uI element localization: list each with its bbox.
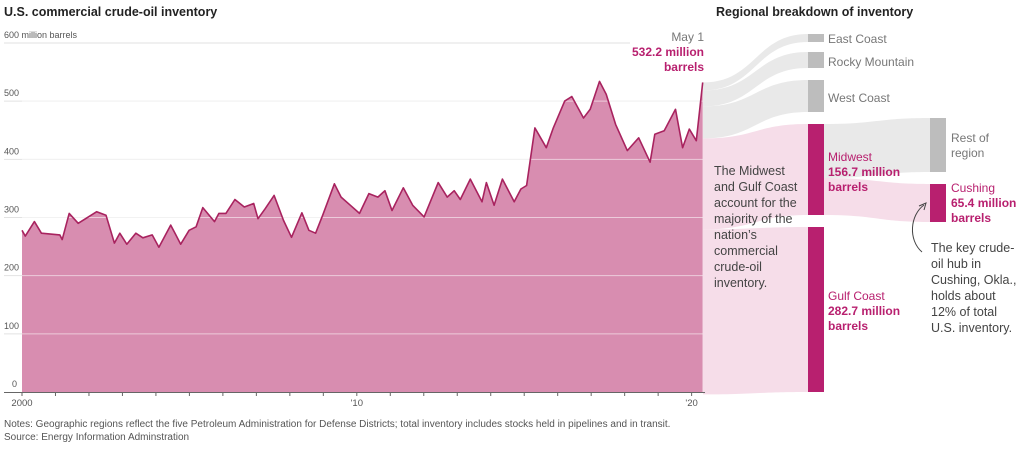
- sankey-bar-gulf-coast: [808, 227, 824, 392]
- series-line: [21, 80, 704, 248]
- arrowhead-icon: [918, 202, 927, 211]
- y-tick-label: 200: [4, 263, 19, 273]
- y-tick-label: 400: [4, 146, 19, 156]
- sankey-bar-cushing: [930, 184, 946, 222]
- sankey-flow-midwest: [703, 124, 808, 230]
- y-tick-label: 300: [4, 204, 19, 214]
- arrow-icon: [912, 204, 925, 253]
- label-west-coast: West Coast: [828, 91, 890, 105]
- midwest-value: 156.7 million barrels: [828, 165, 901, 194]
- gulf-value: 282.7 million barrels: [828, 304, 901, 333]
- notes: Notes: Geographic regions reflect the fi…: [4, 419, 671, 430]
- sankey-flow-gulf-coast: [703, 227, 808, 395]
- cushing-name: Cushing: [951, 181, 996, 195]
- label-cushing: Cushing 65.4 million barrels: [951, 181, 1021, 226]
- sankey-bar-rest-of-region: [930, 118, 946, 172]
- annotation-cushing: The key crude-oil hub in Cushing, Okla.,…: [931, 241, 1017, 335]
- y-tick-label: 100: [4, 321, 19, 331]
- sankey-flow-east-coast: [703, 34, 808, 91]
- label-rest-of-region: Rest of region: [951, 131, 990, 160]
- x-tick-label: '20: [685, 398, 697, 409]
- gulf-name: Gulf Coast: [828, 289, 885, 303]
- chart-canvas: 600 million barrels 500 400 300 200 100 0 2000 '…: [4, 30, 946, 409]
- y-tick-label: 0: [12, 379, 17, 389]
- x-tick-label: 2000: [11, 398, 32, 409]
- sankey-bar-rocky-mountain: [808, 52, 824, 68]
- label-rocky-mountain: Rocky Mountain: [828, 55, 915, 69]
- sankey-flow-cushing: [824, 178, 930, 222]
- sankey-flow-west-coast: [703, 80, 808, 139]
- x-tick-label: '10: [351, 398, 363, 409]
- chart-title: U.S. commercial crude-oil inventory: [4, 5, 218, 19]
- label-midwest: Midwest 156.7 million barrels: [828, 150, 908, 195]
- annotation-date: May 1: [671, 30, 704, 44]
- source: Source: Energy Information Adminstration: [4, 432, 190, 443]
- sankey-bar-midwest: [808, 124, 824, 215]
- sankey-title: Regional breakdown of inventory: [716, 5, 914, 19]
- midwest-name: Midwest: [828, 150, 873, 164]
- label-gulf-coast: Gulf Coast 282.7 million barrels: [828, 289, 908, 334]
- area-fill: [22, 81, 703, 393]
- sankey-bar-west-coast: [808, 80, 824, 112]
- cushing-value: 65.4 million barrels: [951, 196, 1017, 225]
- y-tick-label: 600 million barrels: [4, 30, 78, 40]
- sankey-flow-rest-of-region: [824, 118, 930, 178]
- sankey-flow-rocky-mountain: [703, 52, 808, 107]
- y-tick-label: 500: [4, 88, 19, 98]
- annotation-value: 532.2 million barrels: [631, 45, 704, 74]
- sankey-bar-east-coast: [808, 34, 824, 42]
- label-east-coast: East Coast: [828, 32, 887, 46]
- annotation-majority: The Midwest and Gulf Coast account for t…: [714, 164, 798, 290]
